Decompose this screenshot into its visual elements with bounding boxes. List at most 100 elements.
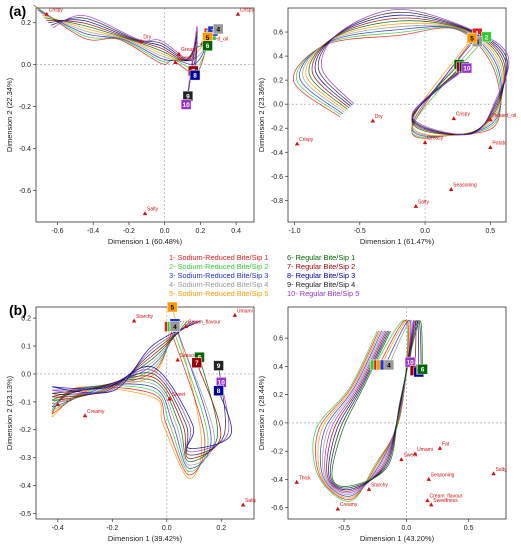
attribute-marker — [139, 39, 144, 44]
trajectory-line — [319, 319, 412, 497]
trajectory-line — [302, 24, 503, 137]
trajectory-line — [51, 320, 206, 476]
x-axis-label: Dimension 1 (60.48%) — [108, 237, 183, 246]
y-tick-label: -0.2 — [271, 449, 283, 456]
product-marker-label: 8 — [217, 388, 221, 395]
attribute-label: Seasoning — [180, 353, 204, 359]
attribute-label: Umami — [237, 308, 253, 314]
product-marker-label: 5 — [206, 35, 210, 42]
product-marker-label: 5 — [470, 35, 474, 42]
attribute-marker — [175, 357, 180, 362]
y-tick-label: -0.2 — [19, 104, 31, 111]
y-tick-label: -0.6 — [271, 174, 283, 181]
product-marker — [202, 40, 213, 52]
y-tick-label: -0.4 — [19, 146, 31, 153]
attribute-label: Cream_flavour — [188, 320, 221, 326]
attribute-marker — [142, 211, 148, 216]
product-marker-label: 6 — [206, 43, 210, 50]
attribute-label: Creamy — [87, 409, 105, 415]
product-marker — [461, 62, 473, 74]
trajectory-line — [50, 17, 198, 97]
chart-panel-2: -1.0 -0.5 0.0 0.5 0.6 0.4 0.2 0.0 -0.2 -0.4 -0.6 -0… — [257, 7, 516, 246]
trajectory-line — [52, 15, 198, 105]
x-tick-label: 0.2 — [196, 228, 206, 235]
attribute-label: Cream_flavour — [430, 494, 463, 500]
attribute-marker — [488, 144, 493, 149]
trajectory-line — [331, 320, 423, 487]
attribute-marker — [413, 203, 419, 208]
attribute-label: Salty — [418, 199, 430, 205]
plot-frame — [287, 7, 507, 223]
panel-label-a: (a) — [9, 3, 27, 19]
y-tick-label: -0.8 — [271, 198, 283, 205]
x-tick-label: -0.4 — [52, 525, 64, 532]
y-tick-label: -0.6 — [271, 505, 283, 512]
product-marker — [417, 363, 428, 375]
legend: 1- Sodium-Reduced Bite/Sip 1 2- Sodium-R… — [169, 253, 379, 299]
attribute-label: Fat — [442, 441, 450, 447]
x-tick-label: 0.2 — [216, 525, 226, 532]
chart-panel-4: -0.5 0.0 0.5 0.6 0.4 0.2 0.0 -0.2 -0.4 -0.6 Dimens… — [257, 306, 507, 543]
product-marker-label: 2 — [485, 34, 489, 41]
product-marker — [213, 360, 224, 371]
trajectory-line — [39, 12, 219, 62]
x-axis-label: Dimension 1 (39.42%) — [108, 534, 183, 543]
attribute-label: Sweet — [172, 392, 187, 398]
product-marker-label: 4 — [387, 362, 391, 369]
attribute-label: Crispy — [299, 137, 314, 143]
product-marker — [213, 23, 224, 35]
x-tick-label: 0.0 — [420, 228, 430, 235]
x-tick-label: 0.4 — [231, 228, 241, 235]
product-marker-label: 9 — [186, 94, 190, 101]
attribute-marker — [426, 476, 431, 481]
legend-item-9: 9- Regular Bite/Sip 4 — [287, 280, 356, 289]
attribute-marker — [412, 451, 418, 456]
attribute-marker — [399, 457, 404, 462]
chart-panel-3: -0.4 -0.2 0.0 0.2 0.2 0.1 0.0 -0.1 -0.2 -0.3 -0.4 -… — [5, 301, 257, 543]
attribute-label: Sweet — [177, 56, 192, 62]
legend-item-5: 5- Sodium-Reduced Bite/Sip 5 — [169, 289, 269, 298]
trajectory-line — [296, 26, 502, 138]
attribute-label: Sweet — [403, 453, 418, 459]
attribute-marker — [82, 413, 88, 418]
attribute-label: Dry — [143, 35, 151, 41]
x-tick-label: -0.2 — [123, 228, 135, 235]
trajectory-line — [317, 11, 508, 136]
y-tick-label: 0.2 — [21, 20, 31, 27]
plot-frame — [35, 7, 255, 223]
y-tick-label: -0.2 — [19, 427, 31, 434]
attribute-marker — [429, 502, 434, 507]
legend-item-4: 4- Sodium-Reduced Bite/Sip 4 — [169, 280, 269, 289]
attribute-marker — [335, 506, 341, 511]
panel-label-b: (b) — [9, 302, 27, 318]
legend-item-1: 1- Sodium-Reduced Bite/Sip 1 — [169, 253, 269, 262]
attribute-marker — [366, 486, 372, 491]
trajectory-line — [51, 320, 230, 453]
trajectory-line — [293, 27, 501, 139]
product-marker-label: 10 — [463, 66, 471, 73]
x-tick-label: 0.0 — [401, 525, 411, 532]
product-marker — [466, 32, 478, 44]
product-marker — [180, 99, 192, 110]
trajectory-line — [51, 320, 233, 449]
product-marker-label: 7 — [195, 360, 199, 367]
attribute-label: Crispy — [240, 7, 255, 13]
product-marker-label: 4 — [475, 39, 479, 46]
y-tick-label: -0.6 — [19, 188, 31, 195]
attribute-marker — [183, 324, 189, 329]
attribute-label: Thick — [299, 475, 311, 481]
attribute-marker — [173, 60, 178, 65]
x-tick-label: -0.5 — [354, 228, 366, 235]
attribute-marker — [167, 396, 172, 401]
attribute-label: Umami — [417, 447, 433, 453]
legend-item-3: 3- Sodium-Reduced Bite/Sip 3 — [169, 271, 269, 280]
attribute-label: Sweetness — [433, 498, 458, 504]
x-tick-label: 0.5 — [464, 525, 474, 532]
attribute-marker — [131, 318, 137, 323]
attribute-label: Crispy — [49, 7, 64, 13]
legend-item-6: 6- Regular Bite/Sip 1 — [287, 253, 356, 262]
x-tick-label: -0.6 — [51, 228, 63, 235]
attribute-marker — [422, 140, 428, 145]
y-tick-label: -0.4 — [271, 150, 283, 157]
